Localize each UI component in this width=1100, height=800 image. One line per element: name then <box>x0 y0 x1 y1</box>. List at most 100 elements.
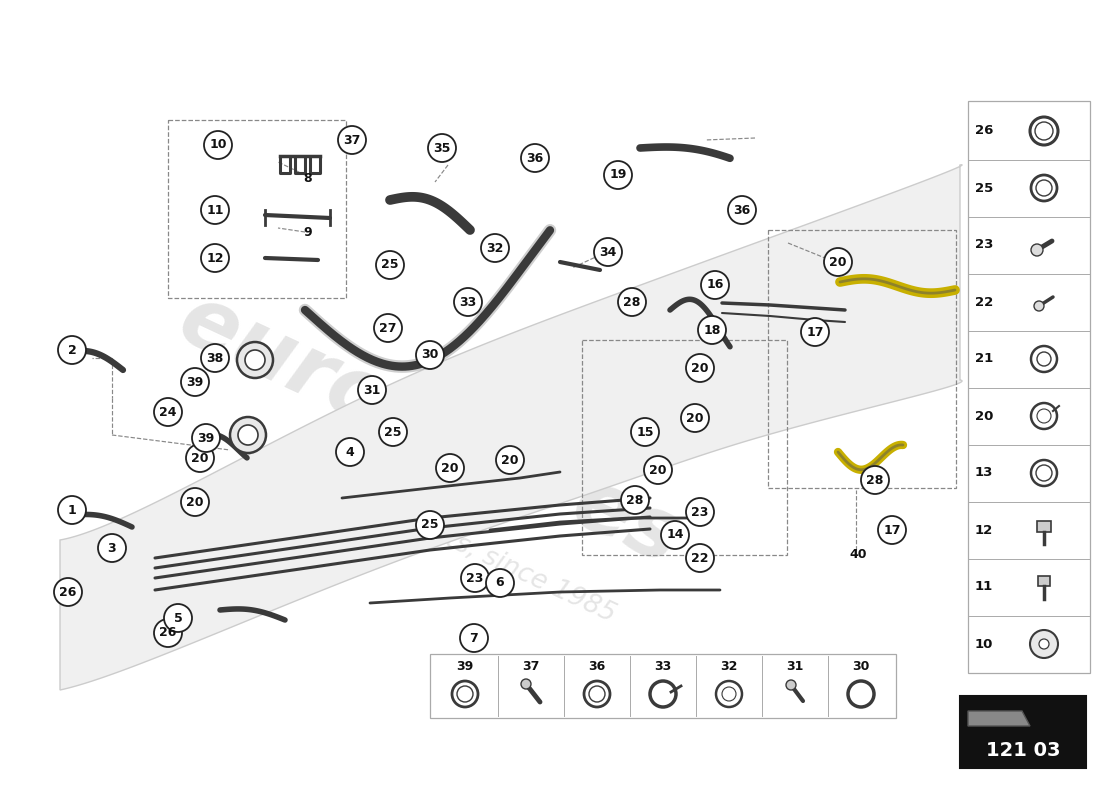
Text: 8: 8 <box>304 171 312 185</box>
Bar <box>582 340 786 555</box>
Circle shape <box>521 679 531 689</box>
Text: 10: 10 <box>209 138 227 151</box>
Text: 26: 26 <box>160 626 177 639</box>
Text: 6: 6 <box>496 577 504 590</box>
Circle shape <box>58 496 86 524</box>
Text: 40: 40 <box>849 549 867 562</box>
Bar <box>960 696 1086 768</box>
Circle shape <box>481 234 509 262</box>
Circle shape <box>861 466 889 494</box>
Circle shape <box>182 488 209 516</box>
Text: 22: 22 <box>691 551 708 565</box>
Text: 5: 5 <box>174 611 183 625</box>
Circle shape <box>436 454 464 482</box>
Circle shape <box>192 424 220 452</box>
Polygon shape <box>60 165 962 690</box>
Text: 26: 26 <box>59 586 77 598</box>
Circle shape <box>460 624 488 652</box>
Text: 30: 30 <box>421 349 439 362</box>
Text: 30: 30 <box>852 661 870 674</box>
Text: 17: 17 <box>883 523 901 537</box>
Circle shape <box>1030 630 1058 658</box>
Text: 12: 12 <box>207 251 223 265</box>
Text: 31: 31 <box>786 661 804 674</box>
Text: 20: 20 <box>686 411 704 425</box>
Circle shape <box>686 354 714 382</box>
Text: eurospares: eurospares <box>166 278 694 582</box>
Text: 12: 12 <box>975 523 993 537</box>
Circle shape <box>201 344 229 372</box>
Circle shape <box>1040 639 1049 649</box>
Bar <box>168 120 346 298</box>
Text: 23: 23 <box>466 571 484 585</box>
Circle shape <box>245 350 265 370</box>
Bar <box>1037 521 1050 532</box>
Circle shape <box>661 521 689 549</box>
Circle shape <box>486 569 514 597</box>
Text: 20: 20 <box>441 462 459 474</box>
Text: 4: 4 <box>345 446 354 458</box>
Circle shape <box>154 619 182 647</box>
Circle shape <box>701 271 729 299</box>
Text: 38: 38 <box>207 351 223 365</box>
Text: 16: 16 <box>706 278 724 291</box>
Circle shape <box>416 341 444 369</box>
Bar <box>1038 576 1050 586</box>
Circle shape <box>631 418 659 446</box>
Circle shape <box>618 288 646 316</box>
Circle shape <box>521 144 549 172</box>
Circle shape <box>201 244 229 272</box>
Text: 39: 39 <box>186 375 204 389</box>
Circle shape <box>621 486 649 514</box>
Circle shape <box>1034 301 1044 311</box>
Text: 20: 20 <box>975 410 993 422</box>
Text: 35: 35 <box>433 142 451 154</box>
Text: 2: 2 <box>67 343 76 357</box>
Circle shape <box>182 368 209 396</box>
Text: 26: 26 <box>975 125 993 138</box>
Circle shape <box>786 680 796 690</box>
Circle shape <box>496 446 524 474</box>
Text: 13: 13 <box>975 466 993 479</box>
Text: 25: 25 <box>421 518 439 531</box>
Text: 20: 20 <box>191 451 209 465</box>
Text: 24: 24 <box>160 406 177 418</box>
Circle shape <box>698 316 726 344</box>
Text: a passion for parts, since 1985: a passion for parts, since 1985 <box>240 432 619 628</box>
Text: 20: 20 <box>691 362 708 374</box>
Text: 23: 23 <box>691 506 708 518</box>
Text: 25: 25 <box>382 258 398 271</box>
Text: 9: 9 <box>304 226 312 239</box>
Text: 33: 33 <box>460 295 476 309</box>
Bar <box>968 101 1090 673</box>
Text: 7: 7 <box>470 631 478 645</box>
Circle shape <box>728 196 756 224</box>
Text: 39: 39 <box>197 431 215 445</box>
Text: 27: 27 <box>379 322 397 334</box>
Bar <box>430 654 896 718</box>
Circle shape <box>336 438 364 466</box>
Text: 28: 28 <box>624 295 640 309</box>
Text: 39: 39 <box>456 661 474 674</box>
Text: 20: 20 <box>502 454 519 466</box>
Text: 23: 23 <box>975 238 993 251</box>
Text: 22: 22 <box>975 295 993 309</box>
Text: 19: 19 <box>609 169 627 182</box>
Text: 20: 20 <box>649 463 667 477</box>
Text: 21: 21 <box>975 353 993 366</box>
Text: 37: 37 <box>343 134 361 146</box>
Text: 121 03: 121 03 <box>986 741 1060 759</box>
Circle shape <box>164 604 192 632</box>
Text: 31: 31 <box>363 383 381 397</box>
Circle shape <box>644 456 672 484</box>
Circle shape <box>186 444 214 472</box>
Polygon shape <box>968 711 1030 726</box>
Text: 36: 36 <box>588 661 606 674</box>
Circle shape <box>454 288 482 316</box>
Text: 28: 28 <box>626 494 644 506</box>
Circle shape <box>358 376 386 404</box>
Text: 32: 32 <box>720 661 738 674</box>
Text: 36: 36 <box>527 151 543 165</box>
Text: 28: 28 <box>867 474 883 486</box>
Circle shape <box>374 314 401 342</box>
